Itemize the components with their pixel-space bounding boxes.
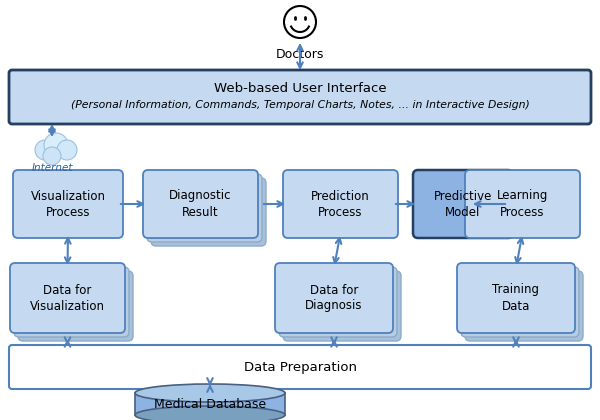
FancyBboxPatch shape <box>18 271 133 341</box>
FancyBboxPatch shape <box>135 393 285 415</box>
Text: Data Preparation: Data Preparation <box>244 360 356 373</box>
Text: Doctors: Doctors <box>276 48 324 61</box>
FancyBboxPatch shape <box>143 170 258 238</box>
FancyBboxPatch shape <box>283 271 401 341</box>
FancyBboxPatch shape <box>279 267 397 337</box>
Text: Medical Database: Medical Database <box>154 397 266 410</box>
FancyBboxPatch shape <box>147 174 262 242</box>
Text: Data for
Visualization: Data for Visualization <box>30 284 105 312</box>
FancyBboxPatch shape <box>461 267 579 337</box>
FancyBboxPatch shape <box>13 170 123 238</box>
Text: Data for
Diagnosis: Data for Diagnosis <box>305 284 363 312</box>
FancyBboxPatch shape <box>9 70 591 124</box>
Ellipse shape <box>135 384 285 402</box>
Text: Visualization
Process: Visualization Process <box>31 189 106 218</box>
FancyBboxPatch shape <box>9 345 591 389</box>
Text: Diagnostic
Result: Diagnostic Result <box>169 189 232 218</box>
FancyBboxPatch shape <box>283 170 398 238</box>
FancyBboxPatch shape <box>413 170 513 238</box>
Circle shape <box>35 140 55 160</box>
Text: (Personal Information, Commands, Temporal Charts, Notes, ... in Interactive Desi: (Personal Information, Commands, Tempora… <box>71 100 529 110</box>
Text: Prediction
Process: Prediction Process <box>311 189 370 218</box>
Text: Web-based User Interface: Web-based User Interface <box>214 81 386 94</box>
Text: Training
Data: Training Data <box>493 284 539 312</box>
FancyBboxPatch shape <box>465 271 583 341</box>
FancyBboxPatch shape <box>465 170 580 238</box>
Circle shape <box>44 133 68 157</box>
FancyBboxPatch shape <box>275 263 393 333</box>
FancyBboxPatch shape <box>10 263 125 333</box>
FancyBboxPatch shape <box>14 267 129 337</box>
Text: Predictive
Model: Predictive Model <box>434 189 492 218</box>
Ellipse shape <box>135 406 285 420</box>
Text: Internet: Internet <box>32 163 74 173</box>
FancyBboxPatch shape <box>457 263 575 333</box>
FancyBboxPatch shape <box>151 178 266 246</box>
Circle shape <box>57 140 77 160</box>
Circle shape <box>43 147 61 165</box>
Text: Learning
Process: Learning Process <box>497 189 548 218</box>
